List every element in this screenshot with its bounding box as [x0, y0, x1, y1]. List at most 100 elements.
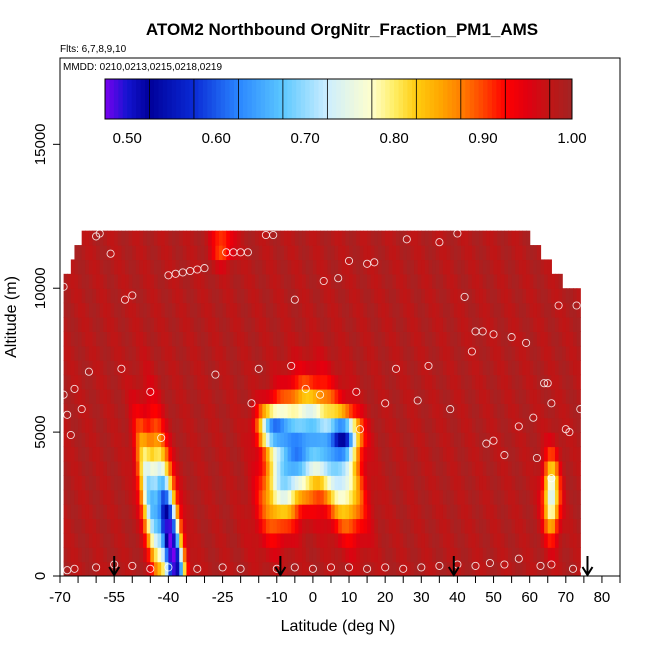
- heatmap-cell: [432, 230, 437, 246]
- heatmap-cell: [117, 288, 123, 304]
- heatmap-cell: [193, 259, 198, 275]
- heatmap-cell: [428, 446, 433, 462]
- heatmap-cell: [363, 446, 368, 462]
- heatmap-cell: [374, 547, 379, 563]
- heatmap-cell: [233, 230, 238, 246]
- heatmap-cell: [255, 504, 260, 520]
- heatmap-cell: [479, 460, 484, 476]
- heatmap-cell: [244, 446, 249, 462]
- heatmap-cell: [341, 532, 347, 548]
- heatmap-cell: [562, 446, 567, 462]
- heatmap-cell: [208, 446, 213, 462]
- heatmap-cell: [186, 345, 191, 361]
- heatmap-cell: [125, 302, 130, 318]
- heatmap-cell: [392, 273, 397, 289]
- heatmap-cell: [309, 504, 314, 520]
- heatmap-cell: [186, 245, 191, 261]
- heatmap-cell: [197, 460, 202, 476]
- heatmap-cell: [153, 259, 159, 275]
- heatmap-cell: [428, 245, 433, 261]
- heatmap-cell: [547, 532, 552, 548]
- heatmap-cell: [377, 489, 383, 505]
- heatmap-cell: [204, 532, 209, 548]
- heatmap-cell: [229, 317, 235, 332]
- heatmap-cell: [511, 489, 516, 505]
- heatmap-cell: [215, 317, 220, 332]
- heatmap-cell: [200, 288, 206, 304]
- heatmap-cell: [352, 388, 357, 404]
- heatmap-cell: [258, 518, 263, 534]
- heatmap-cell: [106, 446, 112, 462]
- heatmap-cell: [305, 403, 310, 419]
- colorbar-swatch: [225, 79, 231, 119]
- heatmap-cell: [237, 489, 242, 505]
- heatmap-cell: [457, 374, 462, 390]
- heatmap-cell: [237, 360, 242, 376]
- heatmap-cell: [417, 446, 422, 462]
- heatmap-cell: [508, 432, 513, 448]
- heatmap-cell: [370, 417, 375, 433]
- heatmap-cell: [461, 547, 466, 563]
- heatmap-cell: [273, 446, 278, 462]
- heatmap-cell: [222, 331, 227, 347]
- heatmap-cell: [146, 259, 151, 275]
- heatmap-cell: [518, 302, 524, 318]
- heatmap-cell: [255, 331, 260, 347]
- heatmap-cell: [222, 360, 227, 376]
- heatmap-cell: [81, 302, 86, 318]
- heatmap-cell: [573, 331, 578, 347]
- heatmap-cell: [182, 547, 188, 563]
- heatmap-cell: [323, 532, 328, 548]
- heatmap-cell: [182, 288, 188, 304]
- heatmap-cell: [435, 475, 440, 491]
- colorbar-swatch: [540, 79, 546, 119]
- heatmap-cell: [150, 259, 155, 275]
- heatmap-cell: [302, 388, 307, 404]
- heatmap-cell: [81, 446, 86, 462]
- heatmap-cell: [529, 504, 534, 520]
- heatmap-cell: [164, 561, 169, 576]
- heatmap-cell: [182, 504, 188, 520]
- heatmap-cell: [302, 417, 307, 433]
- heatmap-cell: [558, 532, 563, 548]
- heatmap-cell: [428, 331, 433, 347]
- heatmap-cell: [464, 374, 469, 390]
- heatmap-cell: [493, 360, 498, 376]
- heatmap-cell: [461, 504, 466, 520]
- heatmap-cell: [406, 561, 412, 576]
- heatmap-cell: [316, 345, 321, 361]
- heatmap-cell: [88, 532, 94, 548]
- heatmap-cell: [529, 561, 534, 576]
- heatmap-cell: [70, 561, 76, 576]
- heatmap-cell: [244, 374, 249, 390]
- heatmap-cell: [359, 245, 365, 261]
- heatmap-cell: [533, 245, 538, 261]
- heatmap-cell: [78, 374, 83, 390]
- heatmap-cell: [309, 489, 314, 505]
- heatmap-cell: [399, 417, 404, 433]
- heatmap-cell: [486, 504, 491, 520]
- colorbar-swatch: [398, 79, 404, 119]
- heatmap-cell: [258, 273, 263, 289]
- heatmap-cell: [565, 417, 571, 433]
- heatmap-cell: [121, 417, 126, 433]
- heatmap-cell: [482, 230, 487, 246]
- heatmap-cell: [110, 561, 115, 576]
- colorbar-swatch: [233, 79, 239, 119]
- heatmap-cell: [172, 475, 177, 491]
- heatmap-cell: [81, 230, 86, 246]
- heatmap-cell: [544, 460, 549, 476]
- heatmap-cell: [157, 273, 162, 289]
- heatmap-cell: [417, 432, 422, 448]
- heatmap-cell: [453, 388, 459, 404]
- heatmap-cell: [114, 360, 119, 376]
- heatmap-cell: [327, 446, 332, 462]
- heatmap-cell: [479, 417, 484, 433]
- heatmap-cell: [475, 259, 480, 275]
- heatmap-cell: [352, 504, 357, 520]
- heatmap-cell: [96, 532, 101, 548]
- heatmap-cell: [276, 403, 281, 419]
- heatmap-cell: [298, 273, 303, 289]
- heatmap-cell: [255, 360, 260, 376]
- heatmap-cell: [536, 561, 542, 576]
